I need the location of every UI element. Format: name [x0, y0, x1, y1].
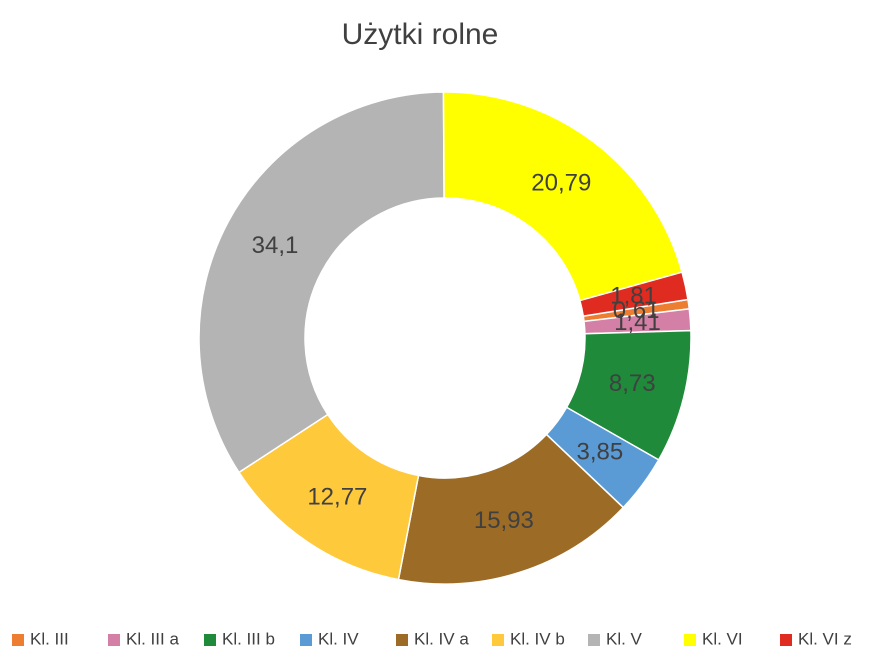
legend-label: Kl. III a — [126, 629, 179, 648]
data-label: 1,81 — [610, 282, 657, 309]
legend-label: Kl. VI — [702, 629, 743, 648]
slice — [198, 91, 445, 474]
data-label: 8,73 — [609, 370, 656, 397]
legend-swatch — [12, 634, 24, 646]
legend-label: Kl. V — [606, 629, 643, 648]
legend-swatch — [204, 634, 216, 646]
data-label: 1,41 — [614, 309, 661, 336]
legend-swatch — [492, 634, 504, 646]
data-label: 20,79 — [531, 169, 591, 196]
legend-label: Kl. IV — [318, 629, 359, 648]
legend-label: Kl. III — [30, 629, 69, 648]
legend-swatch — [684, 634, 696, 646]
legend-swatch — [300, 634, 312, 646]
data-label: 15,93 — [474, 507, 534, 534]
legend-label: Kl. VI z — [798, 629, 852, 648]
data-label: 12,77 — [307, 484, 367, 511]
data-label: 0,61 — [613, 297, 660, 324]
data-label: 34,1 — [252, 232, 299, 259]
legend-swatch — [108, 634, 120, 646]
chart-title: Użytki rolne — [342, 18, 499, 51]
legend-label: Kl. IV a — [414, 629, 469, 648]
legend-swatch — [588, 634, 600, 646]
legend-label: Kl. IV b — [510, 629, 565, 648]
slice — [442, 91, 683, 302]
legend-swatch — [780, 634, 792, 646]
legend-swatch — [396, 634, 408, 646]
legend-label: Kl. III b — [222, 629, 275, 648]
data-label: 3,85 — [577, 438, 624, 465]
slice — [578, 271, 689, 317]
